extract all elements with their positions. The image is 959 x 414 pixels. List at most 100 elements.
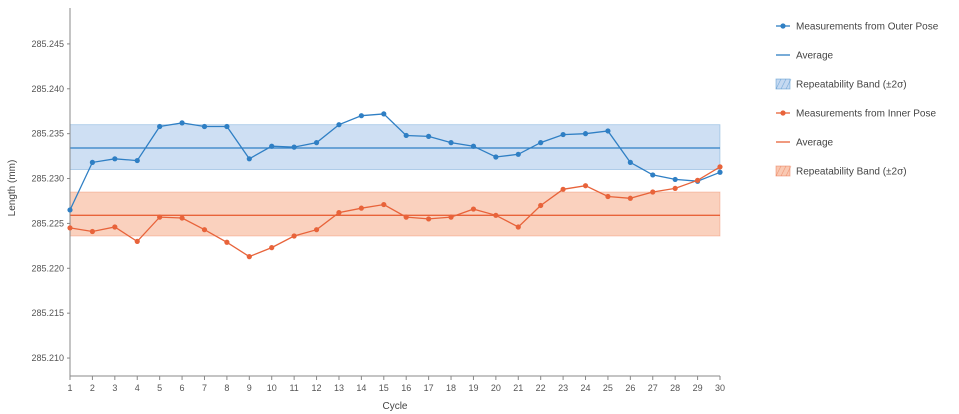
legend-label: Average xyxy=(796,138,834,149)
axes xyxy=(69,8,720,377)
data-point xyxy=(246,156,252,162)
data-point xyxy=(381,201,387,208)
data-point xyxy=(448,214,454,220)
data-point xyxy=(179,215,185,221)
data-point xyxy=(381,111,387,117)
data-point xyxy=(224,123,230,130)
data-point xyxy=(717,169,723,175)
data-point xyxy=(358,113,364,119)
x-tick-label: 3 xyxy=(112,383,117,393)
x-tick-label: 14 xyxy=(356,383,366,393)
x-tick-label: 2 xyxy=(90,383,95,393)
data-point xyxy=(112,224,118,230)
x-tick-label: 27 xyxy=(648,383,658,393)
data-point xyxy=(291,233,297,239)
data-point xyxy=(269,143,275,149)
data-point xyxy=(313,140,320,146)
legend-band-hatch xyxy=(785,78,792,90)
data-point xyxy=(560,186,566,192)
x-tick-label: 1 xyxy=(67,383,72,393)
x-tick-label: 30 xyxy=(715,383,725,393)
data-point xyxy=(269,245,275,251)
data-point xyxy=(403,132,409,139)
data-point xyxy=(134,157,140,164)
y-tick-label: 285.225 xyxy=(31,218,64,228)
data-point xyxy=(157,123,163,130)
data-point xyxy=(426,216,432,222)
y-tick-label: 285.215 xyxy=(31,308,64,318)
legend-label: Measurements from Outer Pose xyxy=(796,22,939,33)
data-point xyxy=(134,238,140,244)
x-tick-label: 10 xyxy=(267,383,277,393)
y-tick-label: 285.210 xyxy=(31,353,64,363)
y-tick-label: 285.240 xyxy=(31,84,64,94)
data-point xyxy=(694,177,701,183)
data-point xyxy=(246,254,252,260)
x-tick-label: 21 xyxy=(513,383,523,393)
data-point xyxy=(336,122,342,128)
data-point xyxy=(89,228,96,235)
legend-label: Repeatability Band (±2σ) xyxy=(796,80,907,91)
data-point xyxy=(672,176,678,183)
legend-band-hatch xyxy=(785,165,792,177)
data-point xyxy=(582,131,589,137)
data-point xyxy=(493,212,499,218)
y-tick-label: 285.230 xyxy=(31,174,64,184)
data-point xyxy=(538,140,544,146)
x-tick-label: 8 xyxy=(224,383,229,393)
x-tick-label: 23 xyxy=(558,383,568,393)
legend-marker-dot xyxy=(780,110,786,116)
data-point xyxy=(515,151,521,157)
data-point xyxy=(426,133,432,139)
x-tick-label: 13 xyxy=(334,383,344,393)
data-point xyxy=(67,207,73,213)
data-point xyxy=(112,156,118,162)
data-point xyxy=(560,131,566,138)
x-tick-label: 19 xyxy=(468,383,478,393)
data-point xyxy=(224,239,230,245)
data-point xyxy=(538,202,544,209)
x-tick-label: 16 xyxy=(401,383,411,393)
data-point xyxy=(89,159,96,165)
data-point xyxy=(179,120,185,126)
legend-label: Measurements from Inner Pose xyxy=(796,109,936,120)
legend-band-swatch xyxy=(775,165,791,177)
y-tick-label: 285.245 xyxy=(31,39,64,49)
data-point xyxy=(650,172,656,178)
data-point xyxy=(448,140,454,146)
data-point xyxy=(717,164,723,170)
data-point xyxy=(67,225,73,231)
x-tick-label: 24 xyxy=(581,383,591,393)
legend-band-hatch xyxy=(775,78,782,90)
x-tick-label: 7 xyxy=(202,383,207,393)
data-point xyxy=(627,159,633,165)
x-tick-label: 29 xyxy=(693,383,703,393)
legend: Measurements from Outer Pose Average Repea… xyxy=(775,22,939,178)
data-point xyxy=(493,154,499,160)
data-point xyxy=(403,214,409,220)
repeatability-band-0 xyxy=(69,124,721,170)
data-point xyxy=(650,189,656,195)
data-point xyxy=(313,227,320,233)
legend-marker-dot xyxy=(780,23,786,29)
data-point xyxy=(605,193,611,200)
data-point xyxy=(157,214,163,220)
x-tick-label: 6 xyxy=(180,383,185,393)
legend-label: Average xyxy=(796,51,834,62)
legend-band-hatch xyxy=(780,165,787,177)
legend-label: Repeatability Band (±2σ) xyxy=(796,167,907,178)
x-tick-label: 20 xyxy=(491,383,501,393)
data-point xyxy=(201,123,208,130)
data-point xyxy=(358,205,364,211)
data-point xyxy=(470,206,477,212)
x-tick-label: 22 xyxy=(536,383,546,393)
data-point xyxy=(582,183,589,189)
data-point xyxy=(672,185,678,192)
data-point xyxy=(627,195,633,201)
y-axis-label: Length (mm) xyxy=(7,160,18,217)
x-tick-label: 12 xyxy=(312,383,322,393)
x-tick-label: 4 xyxy=(135,383,140,393)
x-tick-label: 17 xyxy=(424,383,434,393)
series-line-1 xyxy=(69,166,721,258)
